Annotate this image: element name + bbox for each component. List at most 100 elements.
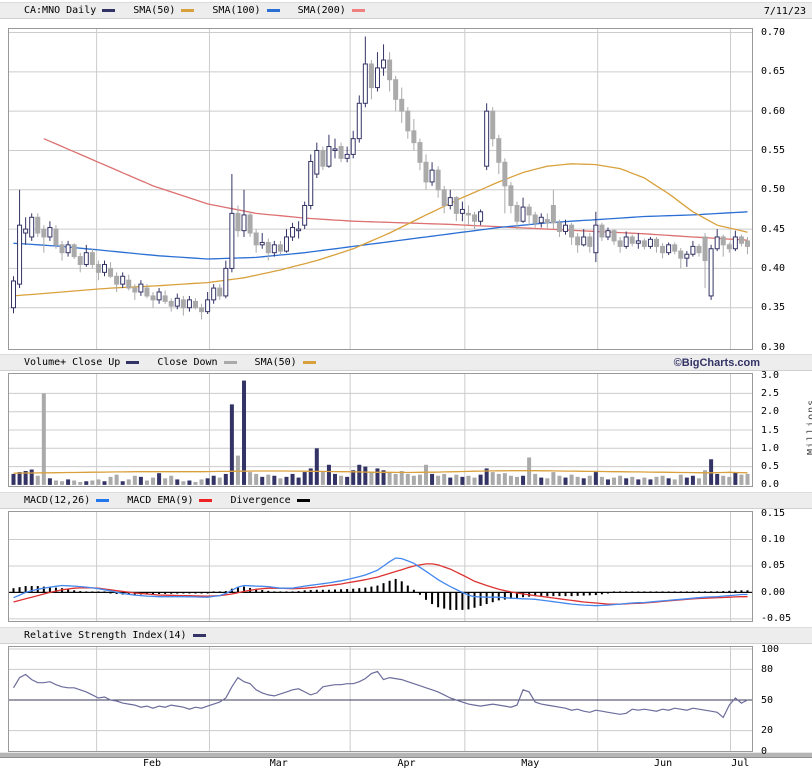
volume-bar — [96, 479, 101, 485]
y-axis-tick-label: 50 — [761, 694, 774, 706]
candle-body — [35, 216, 41, 234]
sma-line — [43, 138, 748, 241]
y-axis-tick-label: 1.0 — [761, 442, 780, 454]
candle-body — [332, 148, 338, 151]
divergence-bar — [321, 589, 324, 593]
candle-body — [556, 222, 562, 232]
volume-bar — [181, 481, 186, 485]
candle-body — [423, 161, 429, 183]
candle-body — [108, 267, 114, 277]
macd-plot — [8, 511, 753, 622]
chart-canvas — [9, 29, 752, 349]
volume-bar — [581, 478, 586, 485]
candle-body — [526, 206, 532, 216]
y-axis-tick-label: 2.5 — [761, 387, 780, 399]
divergence-bar — [473, 592, 476, 608]
divergence-bar — [267, 590, 270, 593]
volume-bar — [345, 476, 350, 485]
legend-swatch-icon — [199, 499, 213, 502]
volume-bar — [254, 473, 259, 485]
candle-body — [144, 287, 150, 297]
price-legend-items: CA:MNO Daily SMA(50) SMA(100) SMA(200) — [0, 3, 812, 18]
y-axis-tick-label: 0.70 — [761, 27, 786, 39]
divergence-bar — [376, 585, 379, 593]
volume-bar — [60, 481, 65, 485]
volume-bar — [223, 473, 228, 485]
volume-bar — [242, 380, 247, 485]
volume-bar — [587, 475, 592, 485]
volume-bar — [266, 474, 271, 485]
volume-bar — [278, 478, 283, 485]
x-axis-month-label: Feb — [142, 758, 162, 769]
candle-body — [726, 244, 732, 250]
volume-sma-line — [13, 469, 748, 474]
volume-bar — [405, 473, 410, 485]
bigcharts-credit: ©BigCharts.com — [673, 357, 760, 369]
volume-bar — [557, 475, 562, 485]
volume-legend-bar: Volume+ Close Up Close Down SMA(50) ©BigCh… — [0, 354, 812, 371]
volume-bar — [721, 475, 726, 485]
y-axis-tick-label: 0.65 — [761, 66, 786, 78]
candle-body — [520, 206, 526, 222]
legend-item-label: SMA(100) — [212, 4, 261, 16]
legend-swatch-icon — [223, 361, 237, 364]
candle-body — [41, 228, 47, 238]
candle-body — [569, 224, 575, 238]
candle-body — [65, 244, 71, 254]
candle-body — [690, 245, 696, 255]
candle-body — [611, 230, 617, 242]
macd-legend-items: MACD(12,26) MACD EMA(9) Divergence — [0, 493, 812, 508]
legend-item: Relative Strength Index(14) — [24, 630, 206, 641]
candle-body — [714, 236, 720, 250]
candle-body — [459, 208, 465, 214]
volume-bar — [47, 478, 52, 485]
candle-body — [271, 244, 277, 254]
y-axis-tick-label: 0.60 — [761, 105, 786, 117]
candle-body — [156, 291, 162, 301]
candle-body — [95, 263, 101, 273]
candle-body — [514, 205, 520, 222]
divergence-bar — [24, 586, 27, 593]
candle-body — [508, 185, 514, 207]
volume-bar — [690, 475, 695, 485]
legend-item: Volume+ Close Up — [24, 357, 140, 368]
candle-body — [223, 267, 229, 297]
volume-bar — [417, 474, 422, 485]
candle-body — [672, 244, 678, 252]
volume-bar — [496, 473, 501, 485]
volume-bar — [90, 480, 95, 485]
volume-bar — [17, 472, 22, 485]
divergence-bar — [164, 592, 167, 594]
candle-body — [490, 110, 496, 140]
volume-bar — [193, 481, 198, 485]
candle-body — [708, 248, 714, 297]
legend-item-label: MACD EMA(9) — [127, 494, 194, 506]
volume-bar — [642, 477, 647, 485]
divergence-bar — [243, 586, 246, 593]
divergence-bar — [722, 591, 725, 593]
candle-body — [411, 130, 417, 144]
legend-item-label: SMA(200) — [297, 4, 346, 16]
volume-bar — [636, 479, 641, 485]
candle-body — [235, 212, 241, 232]
divergence-bar — [540, 592, 543, 597]
divergence-bar — [424, 592, 427, 600]
volume-bar — [423, 464, 428, 485]
candle-body — [350, 138, 356, 155]
candle-body — [23, 228, 29, 234]
volume-bar — [484, 468, 489, 485]
candle-body — [77, 256, 83, 265]
legend-swatch-icon — [96, 499, 110, 502]
divergence-bar — [479, 592, 482, 606]
volume-bar — [357, 464, 362, 485]
legend-item: SMA(50) — [133, 5, 195, 16]
legend-item-label: CA:MNO Daily — [24, 4, 97, 16]
volume-bar — [739, 474, 744, 485]
millions-axis-label: Millions — [806, 398, 812, 455]
legend-item: SMA(200) — [297, 4, 365, 16]
volume-bar — [466, 475, 471, 485]
candle-body — [623, 236, 629, 247]
volume-bar — [41, 393, 46, 485]
legend-item: MACD EMA(9) — [127, 494, 213, 506]
volume-bar — [630, 476, 635, 485]
